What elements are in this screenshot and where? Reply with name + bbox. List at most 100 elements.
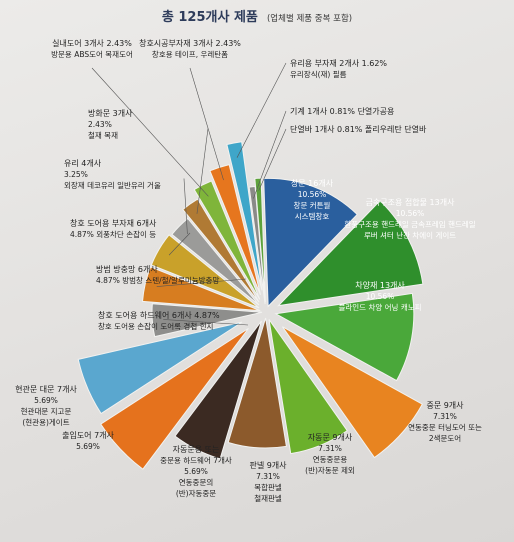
slice-label-10: 창호 도어용 하드웨어 6개사 4.87%창호 도어용 손잡이 도어록 경첩 힌… bbox=[98, 310, 220, 331]
slice-label-line: 현관문 대문 7개사 bbox=[15, 384, 77, 394]
pie-slice-8 bbox=[100, 327, 249, 470]
slice-label-line: 5.69% bbox=[76, 442, 100, 451]
leader-line bbox=[163, 319, 249, 326]
slice-label-line: 외장재 데코유리 일반유리 거울 bbox=[64, 180, 161, 190]
slice-label-line: 단열바 1개사 0.81% 폴리우레탄 단열바 bbox=[290, 124, 427, 134]
slice-label-line: 중문 9개사 bbox=[426, 400, 464, 410]
slice-label-line: 철재판넬 bbox=[254, 493, 282, 503]
slice-label-line: 창호 도어용 손잡이 도어록 경첩 힌지 bbox=[98, 321, 213, 331]
chart-subtitle: (업체별 제품 중복 포함) bbox=[266, 14, 353, 24]
pie-slice-7 bbox=[174, 320, 262, 460]
slice-label-13: 유리 4개사 3.25%외장재 데코유리 일반유리 거울 bbox=[64, 158, 161, 190]
pie-slice-12 bbox=[150, 234, 260, 309]
slice-label-3: 차양재 13개사 10.56%블라인드 차양 어닝 캐노피 bbox=[338, 280, 421, 312]
slice-label-line: 창문 커튼월 bbox=[294, 200, 331, 210]
slice-label-line: 방문용 ABS도어 목재도어 bbox=[51, 49, 133, 59]
pie-slice-14 bbox=[182, 198, 260, 303]
slice-label-line: 시스템창호 bbox=[295, 211, 330, 221]
slice-label-line: 연동중문 터닝도어 또는 bbox=[408, 422, 482, 432]
slice-label-5: 자동문 9개사 7.31% 연동중문용(반)자동문 제외 bbox=[305, 432, 355, 475]
slice-label-line: (반)자동중문 bbox=[176, 489, 216, 498]
slice-label-line: 금속구조용 접합물 13개사 bbox=[366, 197, 456, 207]
pie-slice-17 bbox=[226, 141, 263, 291]
leader-line bbox=[236, 62, 287, 158]
slice-label-line: 루버 셔터 난간 차에이 게이트 bbox=[364, 230, 456, 240]
slice-label-2: 금속구조용 접합물 13개사 10.56%환풍구조용 핸드레일 금속프레임 핸드레… bbox=[344, 197, 475, 240]
leader-lines bbox=[91, 62, 287, 326]
slice-label-line: 현관대문 지고문 bbox=[21, 406, 72, 416]
slice-label-line: 7.31% bbox=[318, 444, 342, 453]
slice-label-line: 2.43% bbox=[88, 120, 112, 129]
slice-label-line: 7.31% bbox=[256, 472, 280, 481]
slice-label-line: 4.87% 방범창 스텐/철/알루미늄방충망 bbox=[96, 275, 219, 285]
slice-label-line: 자동문 9개사 bbox=[308, 432, 353, 442]
slice-label-14: 방화문 3개사 2.43%철재 목재 bbox=[88, 108, 133, 140]
leader-line bbox=[196, 128, 209, 214]
slice-label-line: 연동중문의 bbox=[179, 477, 214, 487]
slice-label-line: 철재 목재 bbox=[88, 130, 118, 140]
slice-label-line: 10.56% bbox=[396, 209, 425, 218]
leader-line bbox=[183, 178, 188, 234]
pie-slice-15 bbox=[193, 180, 261, 300]
slice-label-line: 판넬 9개사 bbox=[249, 460, 287, 470]
slice-label-line: 출입도어 7개사 bbox=[62, 430, 114, 440]
leader-line bbox=[258, 128, 287, 191]
slice-label-line: 차양재 13개사 bbox=[355, 280, 405, 290]
slice-label-line: 실내도어 3개사 2.43% bbox=[52, 38, 132, 48]
leader-line bbox=[156, 278, 247, 287]
leader-line bbox=[189, 67, 224, 181]
slice-label-line: 10.56% bbox=[366, 292, 395, 301]
chart-header: 총 125개사 제품 (업체별 제품 중복 포함) bbox=[0, 6, 514, 25]
slice-label-line: 창호시공부자재 3개사 2.43% bbox=[139, 38, 241, 48]
pie-slice-4 bbox=[281, 326, 424, 459]
slice-label-line: 복합판넬 bbox=[254, 483, 282, 492]
slice-label-line: 7.31% bbox=[433, 412, 457, 421]
slice-label-line: 자동문용 또는 bbox=[173, 445, 220, 454]
slice-label-line: (현관용)게이트 bbox=[22, 417, 69, 427]
slice-label-line: 3.25% bbox=[64, 170, 88, 179]
pie-slice-13 bbox=[171, 217, 260, 306]
slice-label-line: (반)자동문 제외 bbox=[305, 465, 355, 475]
slice-label-line: 방화문 3개사 bbox=[88, 108, 133, 118]
slice-label-line: 환풍구조용 핸드레일 금속프레임 핸드레일 bbox=[344, 219, 475, 229]
pie-slice-3 bbox=[274, 292, 415, 382]
slice-label-line: 10.56% bbox=[298, 190, 327, 199]
slice-label-line: 창호용 테이프, 우레탄폼 bbox=[152, 49, 228, 59]
pie-slice-2 bbox=[277, 200, 424, 307]
chart-title: 총 125개사 제품 bbox=[161, 10, 258, 25]
leader-line bbox=[91, 67, 209, 197]
slice-label-line: 방범 방충망 6개사 bbox=[96, 264, 158, 274]
slice-label-line: 연동중문용 bbox=[313, 455, 348, 464]
slice-label-8: 출입도어 7개사 5.69% bbox=[62, 430, 114, 451]
slice-label-line: 중문용 하드웨어 7개사 bbox=[160, 455, 232, 465]
slice-label-15: 실내도어 3개사 2.43%방문용 ABS도어 목재도어 bbox=[51, 38, 133, 59]
pie-slice-11 bbox=[141, 266, 261, 312]
pie-slice-5 bbox=[268, 319, 348, 455]
slice-label-line: 유리장식(재) 필름 bbox=[290, 69, 347, 79]
slice-label-line: 창호 도어용 부자재 6개사 bbox=[70, 218, 157, 228]
pie-slices bbox=[77, 141, 424, 470]
pie-slice-10 bbox=[151, 303, 263, 338]
leader-line bbox=[253, 110, 287, 199]
slice-label-line: 5.69% bbox=[184, 467, 208, 476]
slice-label-9: 현관문 대문 7개사 5.69%현관대문 지고문(현관용)게이트 bbox=[15, 384, 77, 427]
slice-label-17: 유리용 부자재 2개사 1.62%유리장식(재) 필름 bbox=[290, 58, 387, 79]
leader-line bbox=[168, 232, 191, 256]
slice-label-line: 유리 4개사 bbox=[64, 158, 102, 168]
slice-label-line: 유리용 부자재 2개사 1.62% bbox=[290, 58, 387, 68]
slice-label-line: 블라인드 차양 어닝 캐노피 bbox=[338, 302, 421, 312]
pie-slice-6 bbox=[227, 317, 287, 449]
slice-label-line: 창문 16개사 bbox=[291, 178, 334, 188]
slice-label-19: 단열바 1개사 0.81% 폴리우레탄 단열바 bbox=[290, 124, 427, 134]
slice-label-line: 창호 도어용 하드웨어 6개사 4.87% bbox=[98, 310, 220, 320]
pie-slice-1 bbox=[263, 177, 358, 308]
slice-label-16: 창호시공부자재 3개사 2.43%창호용 테이프, 우레탄폼 bbox=[139, 38, 241, 59]
